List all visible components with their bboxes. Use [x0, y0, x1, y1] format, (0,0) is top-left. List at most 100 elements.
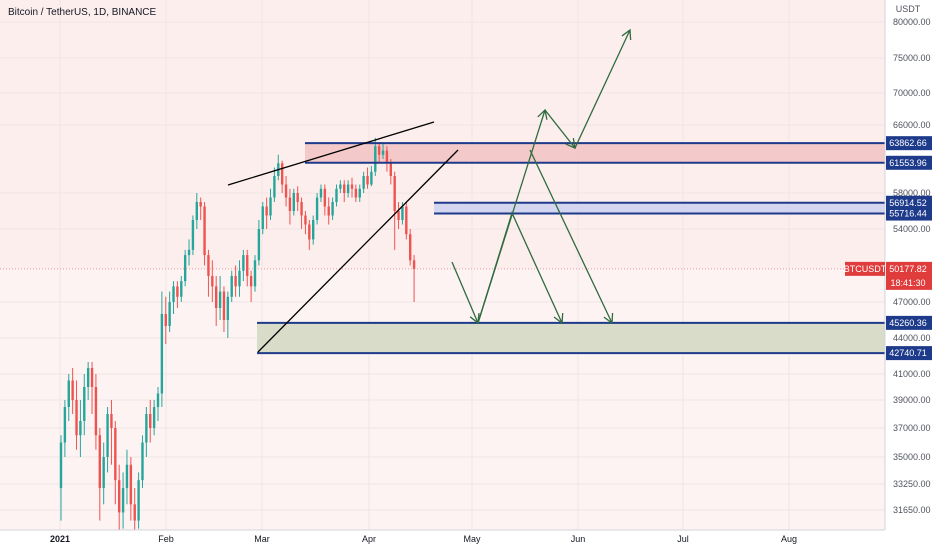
candle-body [63, 407, 67, 443]
candle-body [269, 197, 272, 216]
price-tick-label: 31650.00 [893, 505, 931, 515]
upper-shade [0, 0, 885, 269]
price-tick-label: 39000.00 [893, 395, 931, 405]
time-tick-label: Feb [158, 534, 174, 544]
price-tick-label: 41000.00 [893, 369, 931, 379]
candle-body [385, 150, 389, 164]
candle-body [67, 380, 70, 407]
arrow-head [603, 312, 614, 325]
level-tag [886, 155, 932, 170]
upper-trendline [227, 121, 435, 186]
time-tick-label: Aug [781, 534, 797, 544]
candle-body [253, 260, 257, 287]
candle-body [226, 296, 230, 320]
candle-body [191, 220, 195, 250]
candle-body [249, 275, 253, 287]
candle-body [121, 488, 125, 513]
candle-body [118, 480, 121, 513]
time-tick-label: Jun [571, 534, 586, 544]
price-tick-label: 58000.00 [893, 188, 931, 198]
candle-body [261, 206, 264, 229]
candle-body [246, 255, 249, 276]
candle-body [350, 184, 354, 189]
level-tag [886, 315, 932, 330]
zone [434, 202, 885, 214]
candle-body [222, 291, 226, 320]
candle-body [211, 275, 214, 287]
candle-body [308, 224, 311, 240]
candle-body [304, 215, 307, 225]
candle-body [90, 368, 94, 387]
level-tag-label: 63862.66 [889, 138, 927, 148]
time-tick-label: Mar [254, 534, 270, 544]
time-tick-label: May [463, 534, 481, 544]
candle-body [215, 286, 218, 308]
time-tick-label: Apr [362, 534, 376, 544]
level-tag-label: 55716.44 [889, 209, 927, 219]
candle-body [176, 286, 179, 297]
candle-body [339, 184, 342, 189]
candle-body [319, 188, 323, 198]
candle-body [409, 234, 412, 261]
candle-body [377, 146, 381, 155]
candle-body [292, 193, 295, 211]
candle-body [149, 414, 152, 428]
candle-body [187, 249, 191, 256]
time-tick-label: Jul [677, 534, 689, 544]
candle-body [366, 176, 369, 185]
candle-body [343, 184, 346, 193]
candle-body [238, 270, 241, 287]
candle-body [71, 380, 74, 400]
zone [305, 143, 885, 163]
candle-body [75, 400, 78, 436]
level-tag [886, 346, 932, 361]
candle-body [280, 163, 284, 185]
candle-body [405, 206, 408, 235]
candle-body [218, 291, 222, 308]
price-tick-label: 70000.00 [893, 88, 931, 98]
level-tag-label: 56914.52 [889, 198, 927, 208]
candle-body [199, 202, 202, 207]
candle-body [79, 421, 82, 436]
candle-body [172, 286, 175, 302]
price-tick-label: 33250.00 [893, 479, 931, 489]
countdown-label: 18:41:30 [890, 278, 925, 288]
candle-body [296, 193, 299, 202]
level-tag-label: 45260.36 [889, 318, 927, 328]
symbol-tag-label: BTCUSDT [844, 264, 887, 274]
price-tick-label: 80000.00 [893, 17, 931, 27]
candle-body [242, 255, 245, 271]
candle-body [183, 255, 187, 282]
candle-body [180, 281, 183, 297]
price-tick-label: 75000.00 [893, 53, 931, 63]
candle-body [156, 393, 160, 407]
chart-title: Bitcoin / TetherUS, 1D, BINANCE [8, 7, 157, 18]
candle-body [374, 146, 377, 172]
candle-body [273, 176, 276, 198]
candle-body [312, 220, 315, 240]
projection-arrow-retest [544, 109, 576, 149]
projection-arrow-alt2 [529, 149, 613, 324]
level-tag-label: 42740.71 [889, 348, 927, 358]
projection-arrow-target [574, 29, 631, 149]
candle-body [110, 414, 113, 428]
candle-body [86, 368, 90, 387]
projection-arrow-down [451, 261, 479, 324]
candle-body [381, 150, 385, 155]
time-tick-label: 2021 [50, 534, 70, 544]
candle-body [83, 387, 86, 421]
candle-body [362, 176, 365, 189]
candle-body [102, 457, 105, 489]
current-price-label: 50177.82 [889, 264, 927, 274]
zone [257, 322, 885, 354]
candle-body [393, 176, 396, 211]
candle-body [401, 206, 404, 220]
arrow-head [553, 312, 564, 325]
candle-body [358, 188, 361, 198]
candle-body [412, 260, 416, 269]
candle-body [323, 188, 327, 207]
candle-body [160, 314, 164, 394]
candle-body [370, 171, 373, 185]
